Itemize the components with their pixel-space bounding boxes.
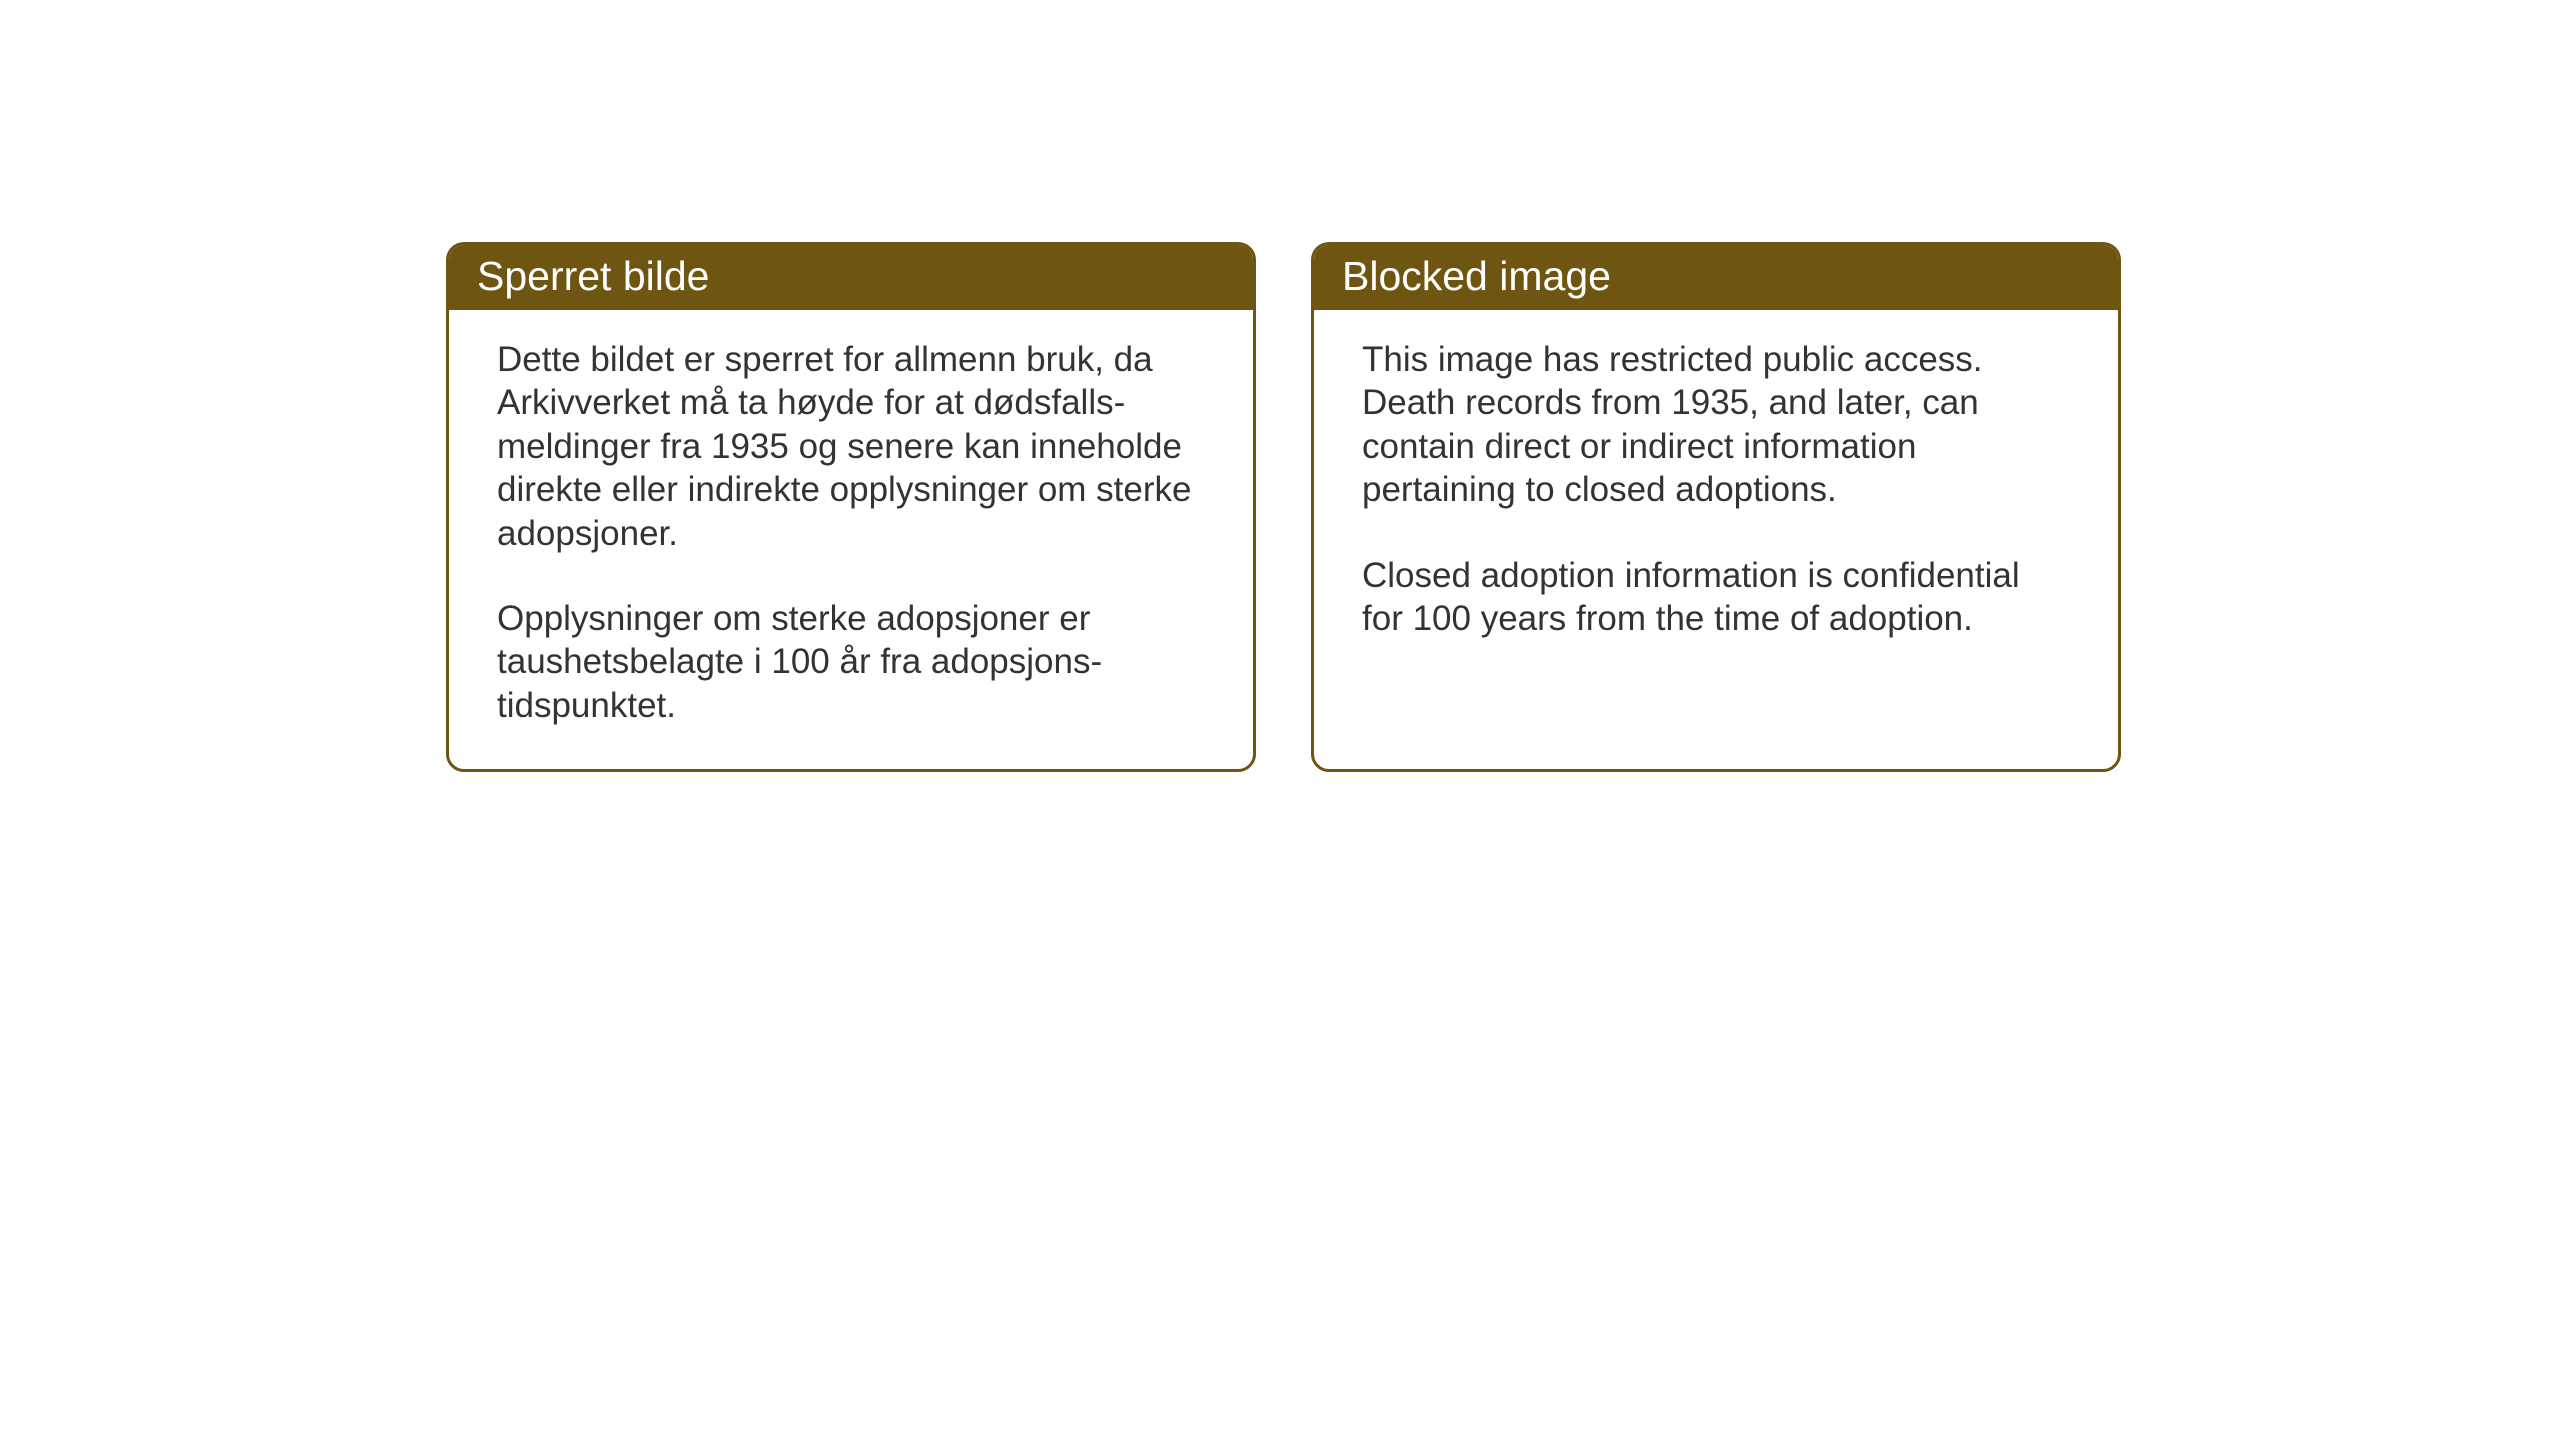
card-body-english: This image has restricted public access.… <box>1314 310 2118 682</box>
card-para2-english: Closed adoption information is confident… <box>1362 554 2070 641</box>
card-para1-norwegian: Dette bildet er sperret for allmenn bruk… <box>497 338 1205 555</box>
card-header-english: Blocked image <box>1314 245 2118 310</box>
notice-cards-container: Sperret bilde Dette bildet er sperret fo… <box>446 242 2121 772</box>
card-title-norwegian: Sperret bilde <box>477 253 709 299</box>
card-header-norwegian: Sperret bilde <box>449 245 1253 310</box>
notice-card-norwegian: Sperret bilde Dette bildet er sperret fo… <box>446 242 1256 772</box>
card-body-norwegian: Dette bildet er sperret for allmenn bruk… <box>449 310 1253 769</box>
card-para2-norwegian: Opplysninger om sterke adopsjoner er tau… <box>497 597 1205 727</box>
card-para1-english: This image has restricted public access.… <box>1362 338 2070 512</box>
notice-card-english: Blocked image This image has restricted … <box>1311 242 2121 772</box>
card-title-english: Blocked image <box>1342 253 1611 299</box>
